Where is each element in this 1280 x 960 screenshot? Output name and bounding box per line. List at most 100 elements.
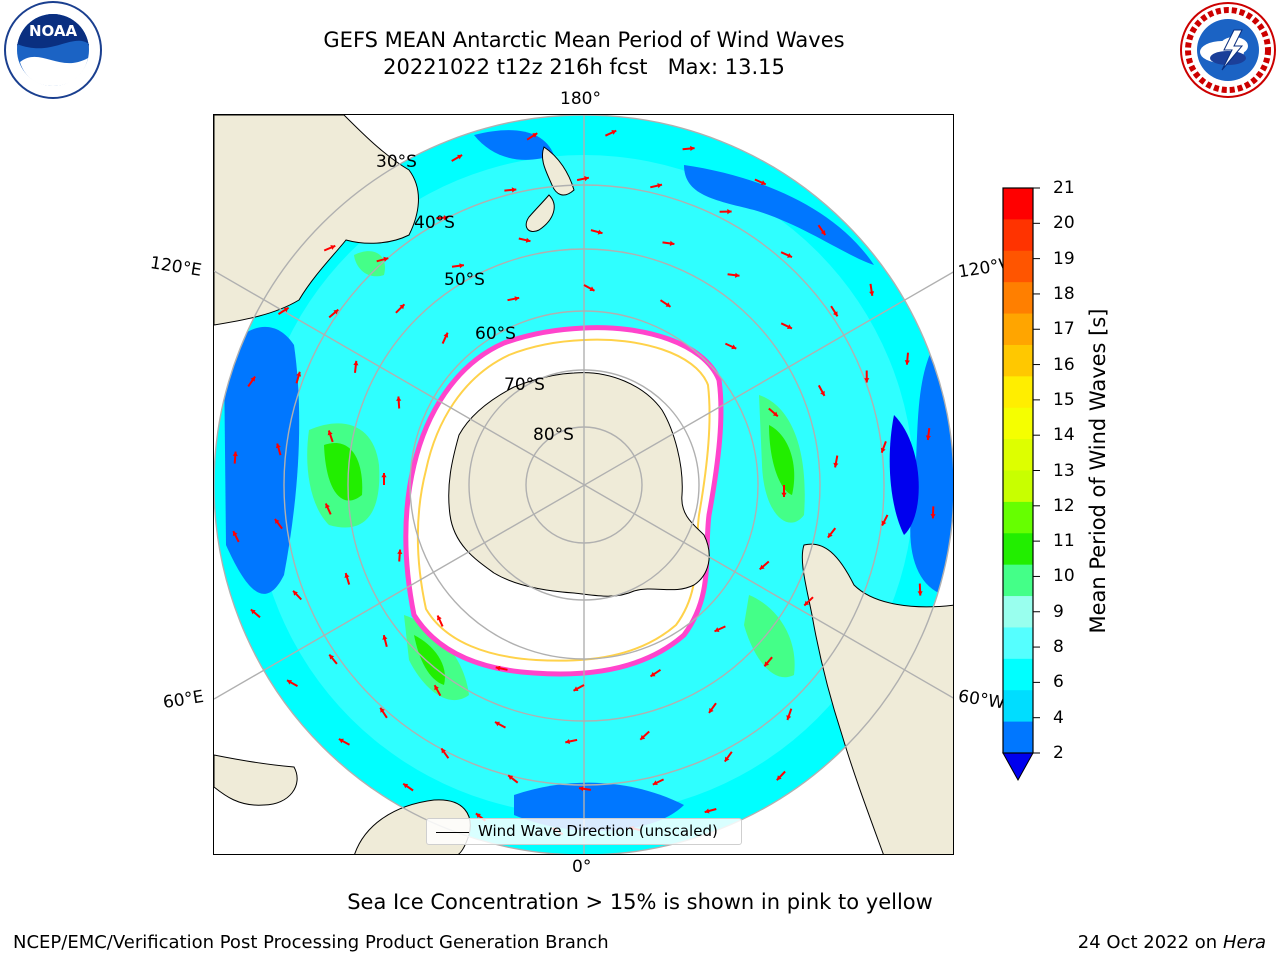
wave-direction-arrowhead [475,813,481,819]
wave-direction-arrowhead [532,133,538,138]
antarctica [448,372,710,597]
colorbar-segment [1003,376,1033,409]
wave-direction-arrowhead [820,390,825,396]
colorbar-segment [1003,596,1033,628]
wave-direction-arrowhead [459,263,464,269]
wave-direction-arrowhead [804,600,810,606]
wave-direction-arrowhead [833,462,839,468]
nws-logo [1176,0,1280,104]
wave-direction-arrowhead [640,734,646,740]
wave-direction-arrowhead [657,183,662,189]
wave-direction-arrowhead [930,514,936,519]
colorbar-tick-label: 11 [1053,531,1075,552]
colorbar-segment [1003,282,1033,315]
wave-direction-arrowhead [397,549,403,554]
ice-edge-yellow [416,338,711,662]
wave-direction-arrowhead [764,661,770,667]
wave-direction-arrowhead [772,411,778,417]
wave-direction-arrowhead [787,253,792,258]
wave-direction-arrowhead [495,721,500,727]
colorbar-tick-label: 13 [1053,460,1075,481]
lon-label-0: 0° [572,857,592,877]
darkest-swell-east [889,415,919,535]
wave-direction-arrowhead [495,665,501,671]
wave-direction-arrowhead [232,531,238,537]
wave-direction-arrowhead [735,272,740,278]
wave-direction-arrowhead [880,447,886,453]
wave-direction-arrowhead [383,256,389,262]
wave-direction-arrowhead [443,215,449,221]
colorbar-segment [1003,439,1033,471]
wave-direction-arrowhead [396,396,402,401]
wave-direction-arrowhead [525,237,531,243]
wave-direction-arrowhead [437,615,442,621]
map-legend: Wind Wave Direction (unscaled) [426,818,742,845]
wave-direction-arrowhead [443,332,449,338]
colorbar-tick-label: 9 [1053,601,1064,622]
wave-direction-arrowhead [333,309,339,315]
colorbar-segment [1003,501,1033,534]
colorbar-tick-label: 15 [1053,389,1075,410]
wave-direction-arrowhead [709,707,714,713]
lat-label-80s: 80°S [533,425,574,445]
map-title: GEFS MEAN Antarctic Mean Period of Wind … [323,28,845,52]
wave-direction-arrowhead [827,532,833,538]
sea-ice-note: Sea Ice Concentration > 15% is shown in … [347,890,933,914]
deep-swell-north [684,165,874,265]
wave-direction-arrowhead [330,245,336,250]
lat-label-70s: 70°S [504,375,545,395]
wave-direction-arrowhead [327,430,333,436]
wave-direction-arrowhead [457,154,463,160]
wave-direction-arrowhead [382,635,388,640]
wave-direction-arrowhead [565,739,570,744]
wave-direction-arrowhead [833,311,838,317]
bright-green-southwest [414,635,445,685]
wave-direction-arrowhead [514,296,520,302]
legend-label: Wind Wave Direction (unscaled) [478,822,718,840]
noaa-logo: NOAA [0,0,106,104]
wave-direction-arrowhead [864,378,870,383]
new-zealand-south [525,194,555,232]
wave-direction-arrowhead [869,291,875,296]
wave-direction-arrowhead [579,786,584,792]
colorbar-tick-marks [1033,187,1040,754]
wind-wave-arrows [232,129,936,836]
wave-direction-arrowhead [399,304,405,310]
colorbar-tick-label: 12 [1053,495,1075,516]
lat-label-50s: 50°S [444,270,485,290]
colorbar-extend-triangle [1002,752,1034,782]
colorbar-segment [1003,470,1033,503]
lat-label-60s: 60°S [475,324,516,344]
wave-direction-arrowhead [759,564,765,570]
colorbar-segments [1003,188,1033,754]
bright-green-west [324,443,363,501]
wave-direction-arrowhead [714,627,720,632]
meridian-60e-120w [214,271,953,700]
wave-direction-arrowhead [690,145,695,151]
wave-direction-arrowhead [296,371,302,377]
colorbar-tick-label: 4 [1053,707,1064,728]
wave-direction-arrowhead [250,609,256,615]
colorbar-segment [1003,407,1033,440]
wave-direction-arrowhead [724,756,730,762]
wave-direction-arrowhead [232,451,238,457]
colorbar [1002,187,1040,782]
wave-direction-arrowhead [250,376,256,382]
colorbar-tick-label: 18 [1053,283,1075,304]
wave-direction-arrowhead [573,686,579,691]
footer-host: Hera [1222,932,1266,953]
wave-direction-arrowhead [329,654,335,660]
wave-direction-arrowhead [441,748,446,754]
wave-direction-arrowhead [760,180,766,185]
south-america [801,543,953,854]
wave-direction-arrowhead [665,302,671,307]
wave-direction-arrowhead [344,573,350,578]
wave-direction-arrowhead [727,209,732,215]
wave-direction-arrowhead [652,780,658,785]
wave-direction-arrowhead [611,130,617,135]
wave-direction-arrowhead [380,707,385,713]
wave-direction-arrowhead [287,680,292,685]
wave-direction-arrowhead [511,187,517,193]
colorbar-segment [1003,313,1033,346]
colorbar-title: Mean Period of Wind Waves [s] [1086,308,1110,634]
